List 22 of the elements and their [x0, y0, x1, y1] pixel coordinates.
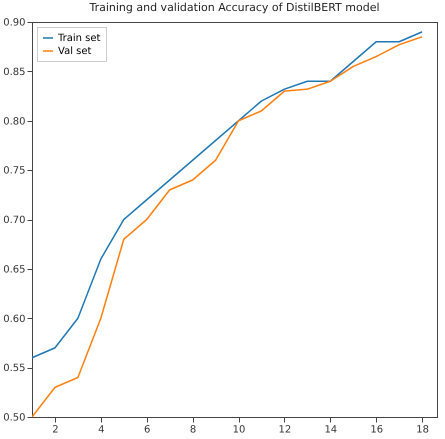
legend-label: Val set — [58, 46, 92, 57]
x-tick-label: 14 — [324, 424, 338, 436]
y-tick-label: 0.85 — [3, 66, 26, 78]
x-tick-label: 8 — [190, 424, 196, 436]
x-tick-label: 16 — [370, 424, 384, 436]
y-tick-label: 0.90 — [3, 18, 26, 28]
y-tick-label: 0.80 — [3, 116, 26, 128]
x-tick-label: 4 — [98, 424, 105, 436]
y-tick-label: 0.70 — [3, 215, 26, 226]
x-tick-label: 12 — [278, 424, 292, 436]
line-series — [32, 31, 423, 358]
x-tick-label: 10 — [232, 424, 246, 436]
y-tick-label: 0.50 — [3, 412, 26, 424]
y-tick-label: 0.55 — [3, 363, 26, 374]
x-tick-label: 18 — [416, 424, 429, 436]
x-tick-label: 6 — [144, 424, 150, 436]
y-tick-label: 0.75 — [3, 166, 26, 177]
chart-title: Training and validation Accuracy of DistilBERT model — [88, 1, 380, 14]
y-tick-label: 0.60 — [3, 314, 26, 325]
legend-label: Train set — [57, 33, 101, 44]
y-tick-label: 0.65 — [3, 264, 26, 276]
x-tick-label: 2 — [52, 424, 59, 436]
